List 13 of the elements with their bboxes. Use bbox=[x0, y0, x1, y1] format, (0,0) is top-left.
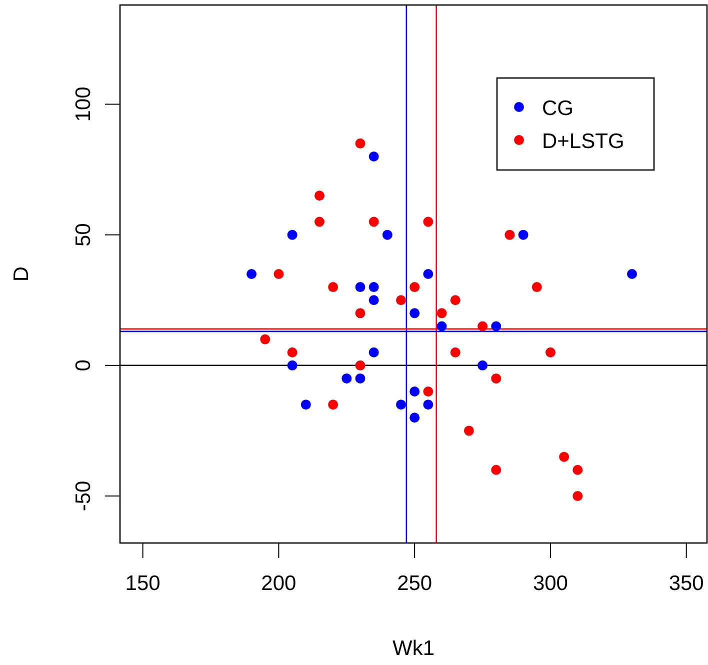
x-tick-label: 200 bbox=[261, 572, 296, 595]
x-axis-title: Wk1 bbox=[392, 637, 434, 660]
x-tick-label: 350 bbox=[668, 572, 704, 595]
x-tick-label: 300 bbox=[532, 572, 568, 595]
y-tick-label: 0 bbox=[72, 360, 95, 372]
y-tick-label: 100 bbox=[72, 86, 95, 122]
legend-label: CG bbox=[542, 97, 574, 120]
x-tick-label: 150 bbox=[125, 572, 160, 595]
y-tick-label: 50 bbox=[72, 223, 95, 247]
y-axis-title: D bbox=[10, 266, 33, 282]
y-tick-label: -50 bbox=[72, 480, 95, 512]
legend-label: D+LSTG bbox=[542, 130, 624, 153]
x-tick-label: 250 bbox=[397, 572, 432, 595]
